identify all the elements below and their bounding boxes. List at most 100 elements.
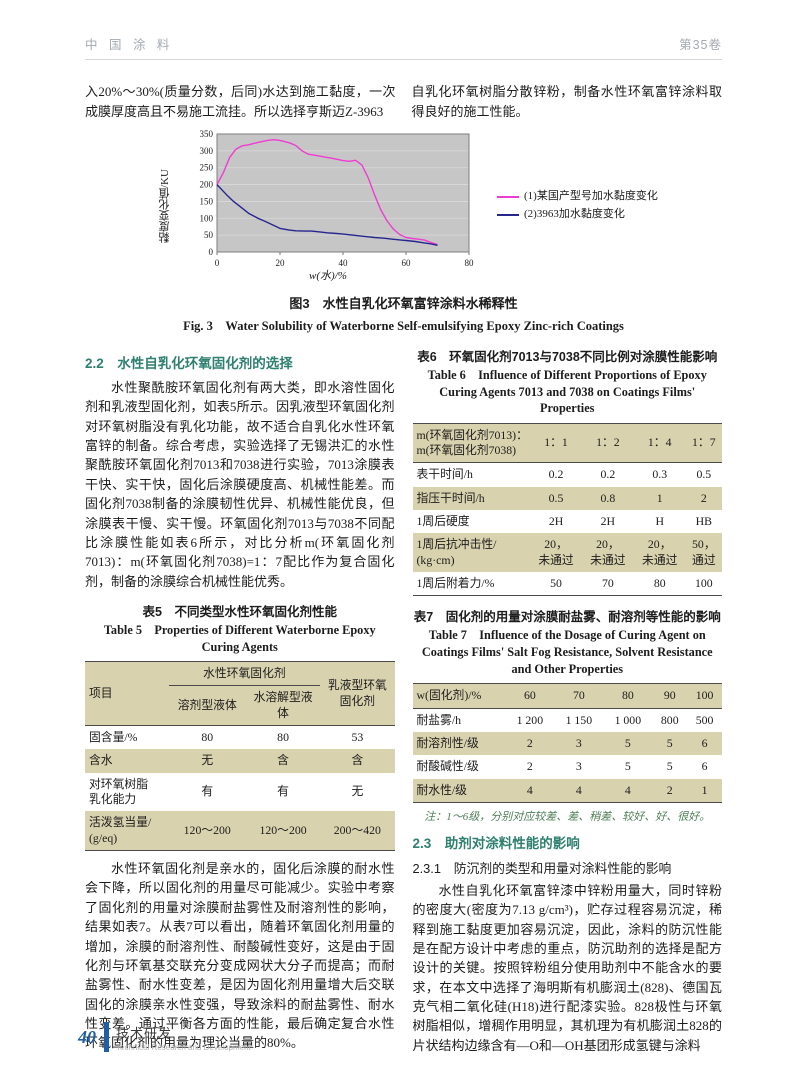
svg-text:0: 0 — [209, 247, 214, 257]
table-cell: H — [655, 514, 664, 529]
table-cell: 4 — [624, 782, 631, 797]
table-cell: 无 — [351, 784, 364, 799]
table-cell: 20， 未通过 — [590, 537, 626, 567]
table6-caption-en: Table 6 Influence of Different Proportio… — [427, 368, 707, 416]
table-row-label: 活泼氢当量/ (g/eq) — [89, 815, 152, 845]
table7-caption-cn: 表7 固化剂的用量对涂膜耐盐雾、耐溶剂等性能的影响 — [413, 610, 721, 625]
svg-text:0: 0 — [215, 258, 220, 268]
table-cell: 100 — [694, 576, 713, 591]
svg-text:150: 150 — [200, 196, 214, 206]
table-header-cell: 80 — [621, 688, 634, 703]
table-cell: 含 — [277, 753, 289, 768]
table-cell: 200～420 — [333, 823, 381, 838]
figure-caption-en: Fig. 3 Water Solubility of Waterborne Se… — [183, 319, 624, 333]
table-cell: 5 — [666, 759, 673, 774]
legend-line-swatch — [497, 213, 519, 216]
table-cell: 80 — [277, 730, 289, 745]
intro-paragraphs: 入20%～30%(质量分数，后同)水达到施工黏度，一次成膜厚度高且不易施工流挂。… — [85, 82, 722, 121]
page-header: 中 国 涂 料 第35卷 — [85, 34, 722, 60]
table-cell: 2 — [526, 759, 533, 774]
table-cell: 50， 通过 — [692, 537, 716, 567]
table7-head: w(固化剂)/% 60 70 80 90 100 — [412, 683, 722, 709]
svg-text:60: 60 — [402, 258, 412, 268]
table-cell: 1 200 — [516, 712, 544, 727]
table5: 项目 水性环氧固化剂 乳液型环氧 固化剂 溶剂型液体 水溶解型液体 固含量/% 8… — [85, 661, 395, 852]
table-row-label: 耐溶剂性/级 — [416, 735, 479, 750]
svg-text:40: 40 — [339, 258, 349, 268]
table-cell: 3 — [575, 759, 582, 774]
intro-right-paragraph: 自乳化环氧树脂分散锌粉，制备水性环氧富锌涂料取得良好的施工性能。 — [411, 84, 723, 119]
table-row-label: 对环氧树脂 乳化能力 — [89, 776, 148, 807]
two-column-body: 2.2 水性自乳化环氧固化剂的选择 水性聚酰胺环氧固化剂有两大类，即水溶性固化剂… — [85, 346, 722, 1055]
table-header-row: 项目 水性环氧固化剂 乳液型环氧 固化剂 — [85, 661, 395, 708]
table-row: 表干时间/h 0.2 0.2 0.3 0.5 — [413, 463, 723, 487]
table-cell: 120～200 — [183, 823, 231, 838]
y-axis-label: 黏度变化值/KU — [159, 169, 171, 243]
table-header-cell: 1：2 — [596, 435, 620, 450]
footer-section-cn: 技术研发 — [116, 1025, 173, 1041]
table-row-label: 耐水性/级 — [416, 782, 467, 797]
svg-text:350: 350 — [200, 129, 214, 139]
table-row-label: 表干时间/h — [416, 467, 473, 482]
table7: w(固化剂)/% 60 70 80 90 100 耐盐雾/h 1 200 1 150 1 000… — [412, 683, 723, 803]
table7-note: 注：1～6级，分别对应较差、差、稍差、较好、好、很好。 — [424, 810, 711, 823]
table-header-cell: 项目 — [89, 685, 113, 700]
table-header-cell: 60 — [523, 688, 536, 703]
table-row: 耐酸碱性/级 2 3 5 5 6 — [413, 755, 723, 778]
table-row-label: 耐酸碱性/级 — [416, 759, 479, 774]
legend-label: (1)某国产型号加水黏度变化 — [524, 190, 658, 203]
intro-left-paragraph: 入20%～30%(质量分数，后同)水达到施工黏度，一次成膜厚度高且不易施工流挂。… — [85, 84, 396, 119]
svg-text:250: 250 — [200, 163, 214, 173]
section-2-3-1-heading: 2.3.1 防沉剂的类型和用量对涂料性能的影响 — [412, 860, 672, 876]
table-row: 对环氧树脂 乳化能力 有 有 无 — [85, 773, 395, 812]
table-cell: 0.5 — [696, 467, 712, 482]
legend-label: (2)3963加水黏度变化 — [524, 208, 625, 220]
table-cell: 4 — [575, 782, 582, 797]
table-cell: 1 150 — [565, 712, 593, 727]
table-row-label: 含水 — [89, 753, 113, 768]
table-cell: 2H — [548, 514, 564, 529]
table-row: 含水 无 含 含 — [85, 749, 395, 773]
legend-line-swatch — [497, 196, 519, 199]
table-cell: 5 — [624, 735, 631, 750]
footer-section-en: Technical Research and Development — [116, 1042, 251, 1052]
footer-section-label: 技术研发 Technical Research and Development — [116, 1023, 251, 1052]
chart-area: 0 50 100 150 200 250 300 350 0 20 40 60 80 w(水)/% — [175, 129, 481, 283]
section-2-2-paragraph: 水性聚酰胺环氧固化剂有两大类，即水溶性固化剂和乳液型固化剂，如表5所示。因乳液型… — [85, 380, 395, 589]
table-row: 指压干时间/h 0.5 0.8 1 2 — [412, 486, 722, 511]
table5-caption-en: Table 5 Properties of Different Waterbor… — [103, 622, 376, 654]
chart-legend: (1)某国产型号加水黏度变化 (2)3963加水黏度变化 — [497, 188, 658, 223]
figure-caption: 图3 水性自乳化环氧富锌涂料水稀释性 Fig. 3 Water Solubili… — [85, 293, 722, 334]
table-header-cell: 溶剂型液体 — [177, 698, 237, 713]
table-cell: 6 — [701, 735, 708, 750]
table-row: 1周后抗冲击性/ (kg·cm) 20， 未通过 20， 未通过 20， 未通过 50，… — [412, 533, 722, 573]
svg-text:50: 50 — [204, 230, 214, 240]
table-row: 活泼氢当量/ (g/eq) 120～200 120～200 200～420 — [85, 811, 395, 851]
table-row: 1周后硬度 2H 2H H HB — [413, 510, 723, 533]
svg-text:80: 80 — [465, 258, 475, 268]
table-cell: 2 — [700, 490, 707, 505]
table-cell: 有 — [277, 784, 289, 799]
table-cell: 2 — [666, 782, 673, 797]
table-cell: 2 — [526, 735, 533, 750]
line-chart: 0 50 100 150 200 250 300 350 0 20 40 60 80 — [200, 129, 475, 268]
table6-caption: 表6 环氧固化剂7013与7038不同比例对涂膜性能影响 Table 6 Inf… — [413, 346, 723, 417]
table6: m(环氧固化剂7013)： m(环氧固化剂7038) 1：1 1：2 1：4 1：7 表… — [412, 422, 723, 597]
table-cell: 0.3 — [652, 467, 668, 482]
table-row: 耐盐雾/h 1 200 1 150 1 000 800 500 — [413, 708, 723, 732]
table-cell: 1 — [701, 782, 708, 797]
table-header-cell: 90 — [663, 688, 676, 703]
table6-head: m(环氧固化剂7013)： m(环氧固化剂7038) 1：1 1：2 1：4 1：7 — [412, 423, 722, 463]
journal-name: 中 国 涂 料 — [85, 38, 174, 52]
legend-item: (2)3963加水黏度变化 — [497, 206, 658, 224]
table-cell: 0.2 — [548, 467, 564, 482]
svg-text:100: 100 — [200, 213, 214, 223]
table-cell: 无 — [201, 753, 214, 768]
table-row: 耐水性/级 4 4 4 2 1 — [412, 778, 722, 803]
table-cell: 4 — [526, 782, 533, 797]
table-cell: 53 — [351, 730, 364, 745]
table-row-label: 耐盐雾/h — [416, 712, 462, 727]
table-cell: 1 — [656, 490, 663, 505]
volume-label: 第35卷 — [679, 38, 722, 52]
